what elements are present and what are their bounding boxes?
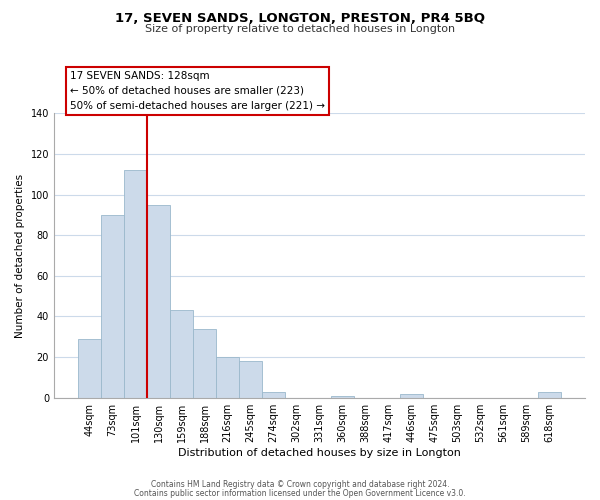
Bar (170, 310, 193, 398)
Bar (78, 339, 101, 398)
Bar (239, 361, 262, 398)
Bar (193, 328, 216, 398)
Bar (538, 392, 561, 398)
Text: Contains HM Land Registry data © Crown copyright and database right 2024.: Contains HM Land Registry data © Crown c… (151, 480, 449, 489)
Bar (262, 392, 285, 398)
Bar (124, 170, 147, 398)
Text: Size of property relative to detached houses in Longton: Size of property relative to detached ho… (145, 24, 455, 34)
Text: 17 SEVEN SANDS: 128sqm
← 50% of detached houses are smaller (223)
50% of semi-de: 17 SEVEN SANDS: 128sqm ← 50% of detached… (70, 71, 325, 110)
Y-axis label: Number of detached properties: Number of detached properties (15, 174, 25, 338)
Bar (147, 205, 170, 398)
Bar (331, 396, 354, 398)
Bar (400, 394, 423, 398)
Text: Contains public sector information licensed under the Open Government Licence v3: Contains public sector information licen… (134, 488, 466, 498)
Bar (216, 357, 239, 398)
X-axis label: Distribution of detached houses by size in Longton: Distribution of detached houses by size … (178, 448, 461, 458)
Text: 17, SEVEN SANDS, LONGTON, PRESTON, PR4 5BQ: 17, SEVEN SANDS, LONGTON, PRESTON, PR4 5… (115, 12, 485, 26)
Bar (101, 215, 124, 398)
